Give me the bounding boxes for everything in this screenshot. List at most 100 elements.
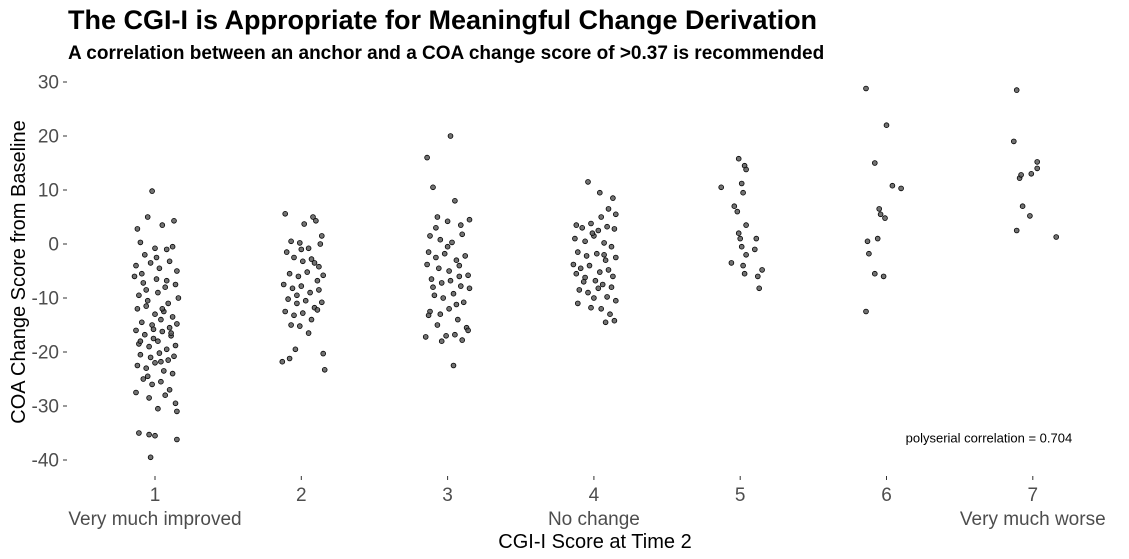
data-point (425, 312, 432, 319)
data-point (152, 432, 158, 439)
data-point (608, 284, 615, 291)
data-point (876, 206, 882, 212)
data-point (155, 338, 161, 345)
data-point (1013, 227, 1020, 234)
x-category-label: Very much improved (68, 509, 241, 530)
data-point (149, 188, 155, 194)
data-point (466, 216, 473, 223)
data-points (131, 85, 1059, 461)
data-point (313, 218, 319, 224)
data-point (456, 262, 463, 269)
data-point (433, 225, 439, 231)
data-point (585, 179, 591, 185)
data-point (880, 273, 887, 280)
data-point (321, 366, 328, 373)
x-axis-title: CGI-I Score at Time 2 (498, 531, 691, 553)
data-point (612, 254, 619, 261)
x-tick-label: 3 (442, 485, 453, 506)
data-point (136, 430, 142, 436)
data-point (171, 218, 177, 224)
data-point (156, 265, 163, 272)
data-point (759, 267, 765, 273)
data-point (155, 405, 161, 412)
data-point (573, 222, 580, 228)
data-point (754, 273, 761, 280)
data-point (316, 287, 322, 293)
data-point (593, 250, 600, 257)
data-point (304, 269, 311, 275)
data-point (577, 265, 584, 272)
data-point (466, 285, 473, 292)
data-point (139, 319, 145, 326)
data-point (462, 253, 469, 259)
data-point (572, 235, 578, 242)
data-point (741, 270, 748, 277)
data-point (1019, 203, 1026, 210)
data-point (598, 305, 604, 312)
data-point (877, 211, 884, 218)
data-point (428, 276, 435, 282)
data-point (460, 299, 467, 306)
data-point (166, 324, 173, 331)
data-point (611, 317, 618, 324)
data-point (718, 184, 724, 191)
data-point (134, 226, 141, 232)
data-point (598, 214, 604, 220)
data-point (314, 307, 321, 313)
data-point (140, 280, 147, 286)
data-point (285, 296, 291, 302)
data-point (166, 258, 173, 265)
data-point (898, 185, 904, 192)
data-point (152, 245, 158, 252)
data-point (159, 305, 166, 312)
data-point (296, 323, 303, 329)
data-point (438, 338, 445, 345)
data-point (604, 294, 610, 300)
data-point (874, 235, 881, 242)
data-point (174, 408, 180, 415)
data-point (743, 166, 749, 173)
data-point (424, 154, 430, 161)
data-point (863, 85, 869, 92)
data-point (446, 305, 452, 312)
data-point (172, 400, 179, 407)
data-point (580, 278, 587, 285)
data-point (449, 239, 455, 246)
data-point (317, 241, 324, 247)
data-point (585, 289, 591, 296)
data-point (159, 328, 166, 335)
data-point (596, 269, 603, 275)
data-point (279, 358, 286, 365)
data-point (162, 392, 169, 399)
data-point (150, 326, 157, 333)
data-point (146, 431, 152, 438)
data-point (169, 370, 176, 377)
data-point (316, 263, 322, 270)
y-tick-label: -20 (32, 343, 59, 364)
data-point (430, 184, 436, 191)
data-point (299, 258, 306, 265)
data-point (743, 222, 749, 228)
data-point (612, 297, 619, 304)
data-point (441, 250, 448, 257)
data-point (137, 239, 144, 246)
data-point (143, 287, 150, 293)
data-point (295, 273, 302, 280)
data-point (133, 262, 139, 269)
data-point (437, 236, 444, 243)
data-point (453, 257, 460, 264)
data-point (286, 270, 293, 277)
data-point (447, 277, 454, 284)
data-point (579, 225, 585, 231)
data-point (133, 389, 139, 396)
data-point (756, 285, 762, 292)
data-point (570, 261, 577, 268)
data-point (583, 253, 590, 259)
data-point (147, 454, 154, 461)
data-point (294, 292, 300, 299)
data-point (143, 303, 150, 309)
x-tick-label: 1 (150, 485, 161, 506)
data-point (156, 350, 163, 356)
data-point (131, 273, 138, 280)
